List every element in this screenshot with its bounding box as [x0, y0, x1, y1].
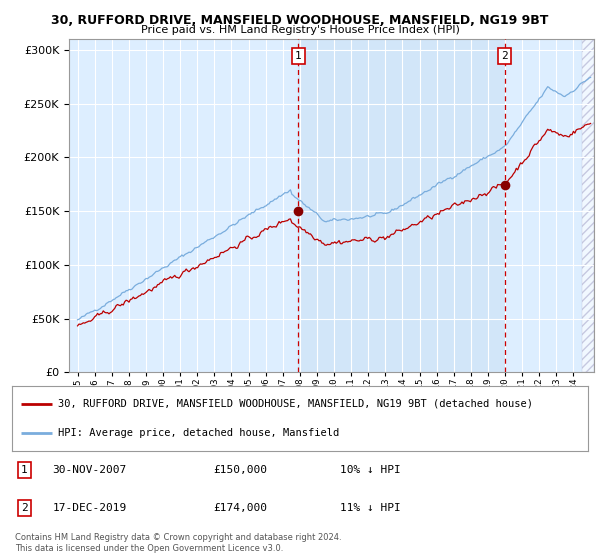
Text: 2: 2 [501, 51, 508, 61]
Text: Price paid vs. HM Land Registry's House Price Index (HPI): Price paid vs. HM Land Registry's House … [140, 25, 460, 35]
Text: 11% ↓ HPI: 11% ↓ HPI [340, 503, 401, 513]
Text: 10% ↓ HPI: 10% ↓ HPI [340, 465, 401, 475]
Text: 30, RUFFORD DRIVE, MANSFIELD WOODHOUSE, MANSFIELD, NG19 9BT: 30, RUFFORD DRIVE, MANSFIELD WOODHOUSE, … [52, 14, 548, 27]
Text: 30-NOV-2007: 30-NOV-2007 [52, 465, 127, 475]
Text: £174,000: £174,000 [214, 503, 268, 513]
Text: Contains HM Land Registry data © Crown copyright and database right 2024.
This d: Contains HM Land Registry data © Crown c… [15, 533, 341, 553]
Bar [582, 39, 594, 372]
Text: £150,000: £150,000 [214, 465, 268, 475]
Text: 17-DEC-2019: 17-DEC-2019 [52, 503, 127, 513]
Text: HPI: Average price, detached house, Mansfield: HPI: Average price, detached house, Mans… [58, 428, 340, 438]
Text: 2: 2 [20, 503, 28, 513]
Text: 1: 1 [20, 465, 28, 475]
Text: 1: 1 [295, 51, 302, 61]
Text: 30, RUFFORD DRIVE, MANSFIELD WOODHOUSE, MANSFIELD, NG19 9BT (detached house): 30, RUFFORD DRIVE, MANSFIELD WOODHOUSE, … [58, 399, 533, 409]
Bar [298, 39, 505, 372]
